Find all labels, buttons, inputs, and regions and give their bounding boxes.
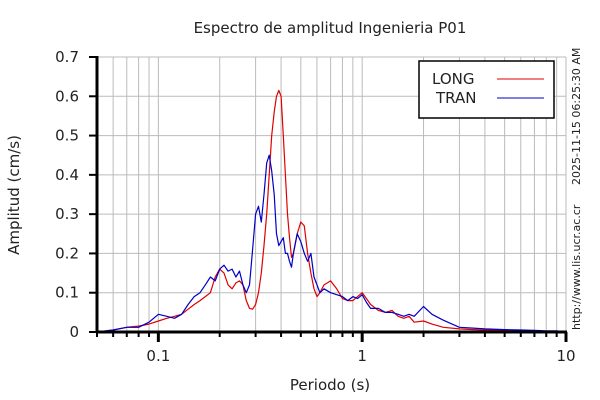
y-tick-label: 0.7	[55, 48, 79, 66]
y-tick-label: 0.3	[55, 205, 79, 223]
axis-ticks	[89, 56, 568, 342]
y-tick-labels: 0 0.1 0.2 0.3 0.4 0.5 0.6 0.7	[55, 48, 79, 341]
series-long	[96, 89, 567, 333]
y-tick-label: 0.2	[55, 244, 79, 262]
y-tick-label: 0.1	[55, 284, 79, 302]
y-tick-label: 0.4	[55, 166, 79, 184]
series-tran	[96, 154, 567, 333]
legend-box	[418, 60, 555, 119]
y-tick-label: 0	[69, 323, 79, 341]
source-url: http://www.lis.ucr.ac.cr	[570, 204, 583, 330]
x-axis-label: Periodo (s)	[290, 376, 370, 394]
x-tick-labels: 0.1 1 10	[146, 347, 575, 365]
legend-label-long: LONG	[432, 70, 474, 88]
y-axis-label: Amplitud (cm/s)	[5, 135, 23, 255]
chart-title: Espectro de amplitud Ingenieria P01	[194, 19, 467, 37]
x-tick-label: 10	[556, 347, 575, 365]
y-tick-label: 0.5	[55, 127, 79, 145]
y-tick-label: 0.6	[55, 87, 79, 105]
x-tick-label: 0.1	[146, 347, 170, 365]
legend-label-tran: TRAN	[435, 89, 476, 107]
data-curves	[96, 89, 567, 333]
x-tick-label: 1	[357, 347, 367, 365]
timestamp-text: 2025-11-15 06:25:30 AM	[570, 48, 583, 185]
legend: LONG TRAN	[418, 60, 555, 119]
